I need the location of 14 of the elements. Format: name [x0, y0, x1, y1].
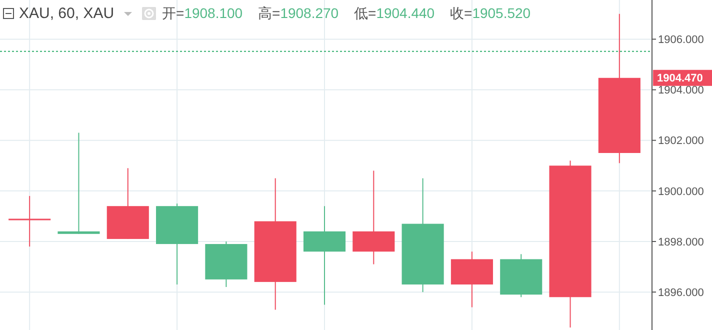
- chart-title: XAU, 60, XAU: [19, 5, 114, 22]
- annotation: 收=1905.520: [450, 5, 531, 21]
- y-tick-label: 1902.000: [658, 135, 704, 148]
- candlestick: [8, 195, 51, 248]
- annotation: 高=1908.270: [258, 5, 339, 21]
- annotation: 开=1908.100: [162, 5, 243, 21]
- candlestick: [58, 132, 100, 234]
- y-tick-label: 1900.000: [658, 186, 704, 198]
- y-tick-label: 1896.000: [658, 286, 704, 299]
- annotation: 低=1904.440: [354, 5, 435, 21]
- y-tick-label: 1898.000: [658, 236, 704, 248]
- text: 1904.470: [657, 72, 703, 85]
- y-tick-label: 1904.000: [658, 84, 704, 97]
- y-tick-label: 1906.000: [658, 34, 704, 46]
